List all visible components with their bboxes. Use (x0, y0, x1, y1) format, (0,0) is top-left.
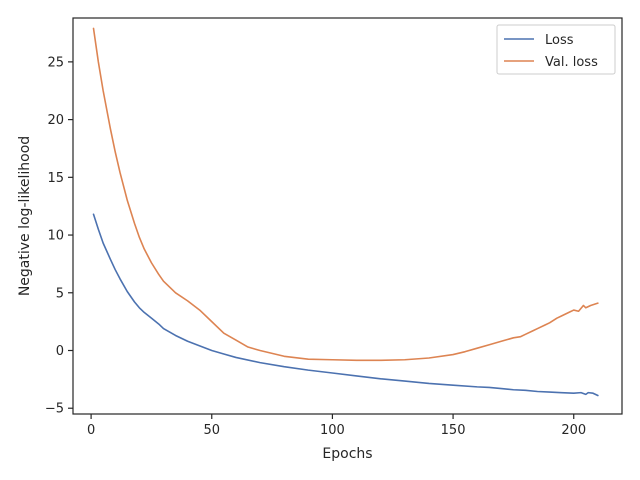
tick-layer: 0 50 100 150 200 −5 0 5 10 15 20 25 (45, 55, 586, 438)
y-tick-label: 5 (56, 286, 64, 301)
legend: Loss Val. loss (496, 24, 616, 75)
legend-label-loss: Loss (545, 33, 574, 48)
x-tick-label: 200 (561, 423, 586, 438)
x-tick-label: 150 (441, 423, 466, 438)
y-tick-label: 15 (47, 171, 64, 186)
y-tick-label: 20 (47, 113, 64, 128)
y-tick-label: 0 (56, 344, 64, 359)
y-tick-label: 25 (47, 55, 64, 70)
plot-frame (72, 17, 623, 415)
series-line-val-loss (92, 27, 599, 362)
y-tick-label: 10 (47, 229, 64, 244)
series-layer (92, 27, 599, 397)
legend-label-val-loss: Val. loss (545, 55, 598, 70)
x-tick-label: 100 (320, 423, 345, 438)
y-tick-label: −5 (45, 402, 64, 417)
x-tick-label: 50 (203, 423, 220, 438)
x-axis-label: Epochs (322, 446, 372, 462)
series-line-loss (92, 213, 599, 397)
x-tick-label: 0 (87, 423, 95, 438)
y-axis-label: Negative log-likelihood (17, 136, 33, 296)
